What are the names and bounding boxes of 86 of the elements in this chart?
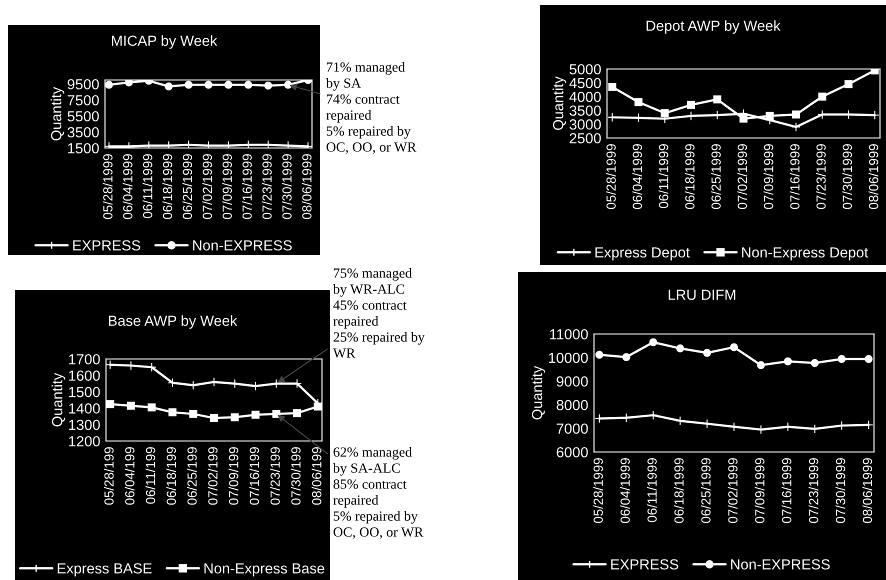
chart-title: MICAP by Week [112,35,218,49]
x-tick-label: 06/11/1999 [647,458,657,522]
x-tick-label: 07/02/1999 [737,144,748,210]
y-axis-title: Quantity [52,372,66,426]
y-tick-label: 1600 [69,370,100,381]
y-tick-label: 8000 [556,400,588,410]
y-tick-label: 1300 [69,420,100,430]
y-tick-label: 1200 [69,436,100,446]
x-tick-label: 06/11/1999 [658,144,668,208]
y-tick-label: 1700 [69,354,100,364]
y-tick-label: 9500 [68,79,99,90]
x-tick-label: 06/04/1999 [620,458,630,524]
x-tick-label: 07/02/1999 [202,154,212,220]
x-tick-label: 07/09/199 [228,447,238,505]
y-tick-label: 1400 [69,403,100,414]
legend-label: EXPRESS [611,559,678,570]
x-tick-label: 06/18/1999 [684,144,695,210]
x-tick-label: 06/25/1999 [700,458,711,524]
x-tick-label: 08/06/199 [312,447,322,505]
chart-title: LRU DIFM [668,290,736,300]
x-tick-label: 07/23/1999 [816,144,826,210]
x-tick-label: 06/11/1999 [142,154,152,218]
y-tick-label: 9000 [556,376,588,387]
y-axis-title: Quantity [552,76,566,130]
y-tick-label: 4000 [569,92,601,102]
legend-label: Non-Express Depot [742,247,868,260]
y-tick-label: 1500 [69,386,100,398]
legend-label: EXPRESS [73,240,140,251]
x-tick-label: 07/16/1999 [790,144,800,210]
legend-label: Non-EXPRESS [193,240,292,251]
x-tick-label: 07/30/199 [290,447,301,505]
annotation: 62% managed by SA-ALC 85% contract repaired 5% repaired by OC, OO, or WR [333,447,424,539]
annotation: 75% managed by WR-ALC 45% contract repaired 25% repaired by WR [333,268,425,358]
x-tick-label: 07/30/1999 [842,144,852,210]
y-tick-label: 1500 [68,143,99,154]
legend-label: Express BASE [58,563,152,576]
annotation: 71% managed by SA 74% contract repaired 5% repaired by OC, OO, or WR [326,62,416,154]
legend-label: Non-EXPRESS [731,559,830,570]
y-tick-label: 6000 [556,447,588,458]
x-tick-label: 08/06/1999 [302,154,312,220]
x-tick-label: 07/09/1999 [764,144,774,210]
x-tick-label: 06/25/1999 [182,154,192,220]
x-tick-label: 07/09/1999 [754,458,764,524]
x-tick-label: 05/28/1999 [593,458,603,524]
x-tick-label: 07/16/199 [249,447,260,505]
x-tick-label: 07/30/1999 [836,458,846,524]
legend-label: Non-Express Base [204,563,324,576]
y-tick-label: 7500 [68,95,99,106]
x-tick-label: 08/06/1999 [862,458,872,524]
y-tick-label: 11000 [550,329,588,340]
x-tick-label: 06/04/199 [124,447,134,505]
legend-label: Express Depot [595,247,690,260]
y-tick-label: 5000 [570,64,601,74]
y-tick-label: 3000 [570,119,601,130]
x-tick-label: 06/18/1999 [162,154,172,220]
y-tick-label: 10000 [549,352,588,364]
x-tick-label: 07/09/1999 [222,154,232,220]
y-tick-label: 3500 [68,127,99,138]
chart-title: Depot AWP by Week [646,20,781,34]
x-tick-label: 06/11/199 [146,447,156,504]
x-tick-label: 06/04/1999 [632,144,642,210]
chart-title: Base AWP by Week [108,315,238,329]
x-tick-label: 06/18/1999 [674,458,684,524]
y-tick-label: 2500 [570,133,601,144]
x-tick-label: 05/28/1999 [102,154,113,220]
x-tick-label: 07/23/1999 [808,458,818,524]
x-tick-label: 06/04/1999 [122,154,132,220]
y-tick-label: 3500 [570,106,601,116]
x-tick-label: 06/25/199 [187,447,197,505]
x-tick-label: 05/28/199 [104,447,114,505]
y-tick-label: 4500 [569,78,601,88]
x-tick-label: 07/02/199 [208,447,218,505]
y-tick-label: 7000 [556,424,588,434]
y-axis-title: Quantity [50,86,64,140]
x-tick-label: 06/25/1999 [711,144,721,210]
x-tick-label: 07/23/1999 [262,154,272,220]
x-tick-label: 07/30/1999 [282,154,292,220]
y-tick-label: 5500 [68,111,99,122]
x-tick-label: 08/06/1999 [868,144,878,210]
x-tick-label: 05/28/1999 [606,144,616,210]
y-axis-title: Quantity [532,366,546,420]
x-tick-label: 06/18/199 [166,447,176,505]
x-tick-label: 07/23/199 [270,447,280,505]
x-tick-label: 07/02/1999 [728,458,738,524]
x-tick-label: 07/16/1999 [782,458,792,524]
x-tick-label: 07/16/1999 [242,154,252,220]
